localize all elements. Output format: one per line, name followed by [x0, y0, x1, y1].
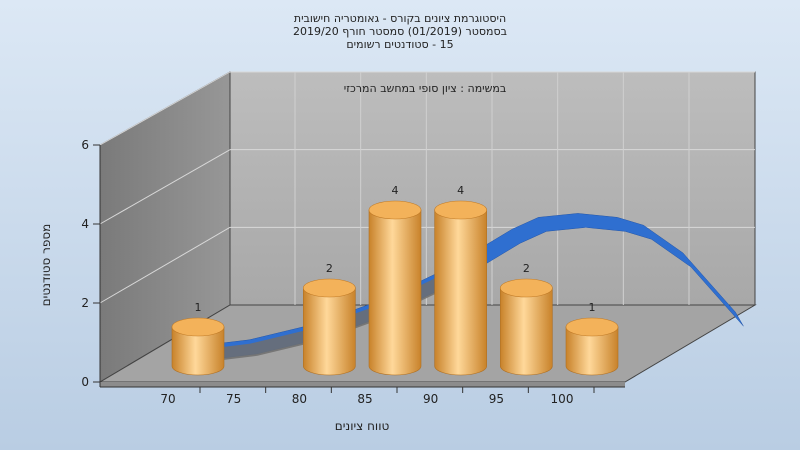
x-tick-label: 95 — [489, 392, 504, 406]
bar-value-label: 2 — [326, 262, 333, 275]
bar-top — [500, 278, 553, 298]
bar-85: 4 — [368, 184, 422, 376]
chart-title-line-1: היסטוגרמת ציונים בקורס - גאומטריה חישובי… — [294, 12, 506, 25]
bar-body — [500, 287, 553, 376]
y-axis-label: מספר סטודנטים — [39, 224, 53, 307]
x-tick-label: 70 — [160, 392, 175, 406]
bars: 1 2 4 4 2 1 — [171, 184, 619, 376]
chart-title-line-3: 15 - סטודנטים רשומים — [346, 38, 453, 51]
bar-top — [171, 317, 225, 337]
bar-90: 4 — [434, 184, 487, 376]
x-axis-label: טווח ציונים — [335, 419, 390, 433]
grid-lines — [99, 71, 755, 305]
bar-top — [434, 200, 487, 220]
bar-top — [368, 200, 422, 220]
x-tick-label: 80 — [292, 392, 307, 406]
bar-value-label: 1 — [589, 301, 596, 314]
grid-line-left-6 — [99, 71, 231, 146]
chart-annotation: במשימה : ציון סופי במחשב המרכזי — [344, 82, 507, 95]
bar-70: 1 — [171, 301, 225, 376]
bar-body — [565, 326, 619, 376]
bar-95: 2 — [500, 262, 553, 376]
chart-title-line-2: בסמסטר (01/2019) סמסטר חורף 2019/20 — [293, 25, 507, 38]
bar-100: 1 — [565, 301, 619, 376]
y-tick-label: 2 — [81, 296, 89, 310]
y-tick-label: 6 — [81, 138, 89, 152]
y-tick-label: 0 — [81, 375, 89, 389]
bar-value-label: 1 — [195, 301, 202, 314]
bar-top — [303, 278, 356, 298]
x-tick-label: 75 — [226, 392, 241, 406]
bar-body — [434, 209, 487, 376]
grid-line-left-2 — [99, 226, 231, 304]
bar-value-label: 2 — [523, 262, 530, 275]
bar-80: 2 — [303, 262, 356, 376]
x-tick-label: 100 — [551, 392, 574, 406]
x-tick-label: 85 — [357, 392, 372, 406]
bar-body — [303, 287, 356, 376]
front-edge — [100, 382, 625, 387]
x-tick-label: 90 — [423, 392, 438, 406]
bar-body — [368, 209, 422, 376]
bar-body — [171, 326, 225, 376]
axes: 0 2 4 6 70 75 80 85 90 95 100 — [81, 138, 625, 406]
bar-top — [565, 317, 619, 337]
bar-value-label: 4 — [392, 184, 399, 197]
bar-value-label: 4 — [457, 184, 464, 197]
grid-line-left-4 — [99, 149, 231, 225]
y-tick-label: 4 — [81, 217, 89, 231]
